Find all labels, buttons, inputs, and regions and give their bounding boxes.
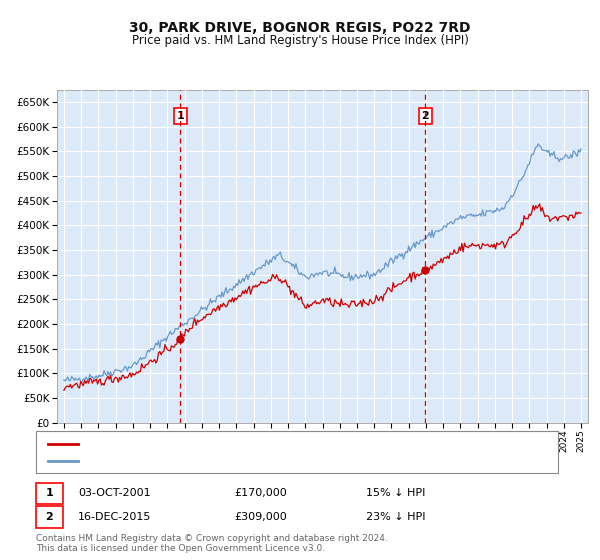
- Text: 2: 2: [421, 111, 429, 121]
- Text: 15% ↓ HPI: 15% ↓ HPI: [366, 488, 425, 498]
- Text: Contains HM Land Registry data © Crown copyright and database right 2024.
This d: Contains HM Land Registry data © Crown c…: [36, 534, 388, 553]
- Text: 03-OCT-2001: 03-OCT-2001: [78, 488, 151, 498]
- Text: Price paid vs. HM Land Registry's House Price Index (HPI): Price paid vs. HM Land Registry's House …: [131, 34, 469, 46]
- Text: 30, PARK DRIVE, BOGNOR REGIS, PO22 7RD: 30, PARK DRIVE, BOGNOR REGIS, PO22 7RD: [129, 21, 471, 35]
- Text: £309,000: £309,000: [234, 512, 287, 522]
- Text: 23% ↓ HPI: 23% ↓ HPI: [366, 512, 425, 522]
- Text: HPI: Average price, detached house, Arun: HPI: Average price, detached house, Arun: [84, 456, 302, 465]
- Text: 30, PARK DRIVE, BOGNOR REGIS, PO22 7RD (detached house): 30, PARK DRIVE, BOGNOR REGIS, PO22 7RD (…: [84, 439, 407, 449]
- Text: 2: 2: [46, 512, 53, 522]
- Text: 16-DEC-2015: 16-DEC-2015: [78, 512, 151, 522]
- Text: 1: 1: [46, 488, 53, 498]
- Text: 1: 1: [176, 111, 184, 121]
- Text: £170,000: £170,000: [234, 488, 287, 498]
